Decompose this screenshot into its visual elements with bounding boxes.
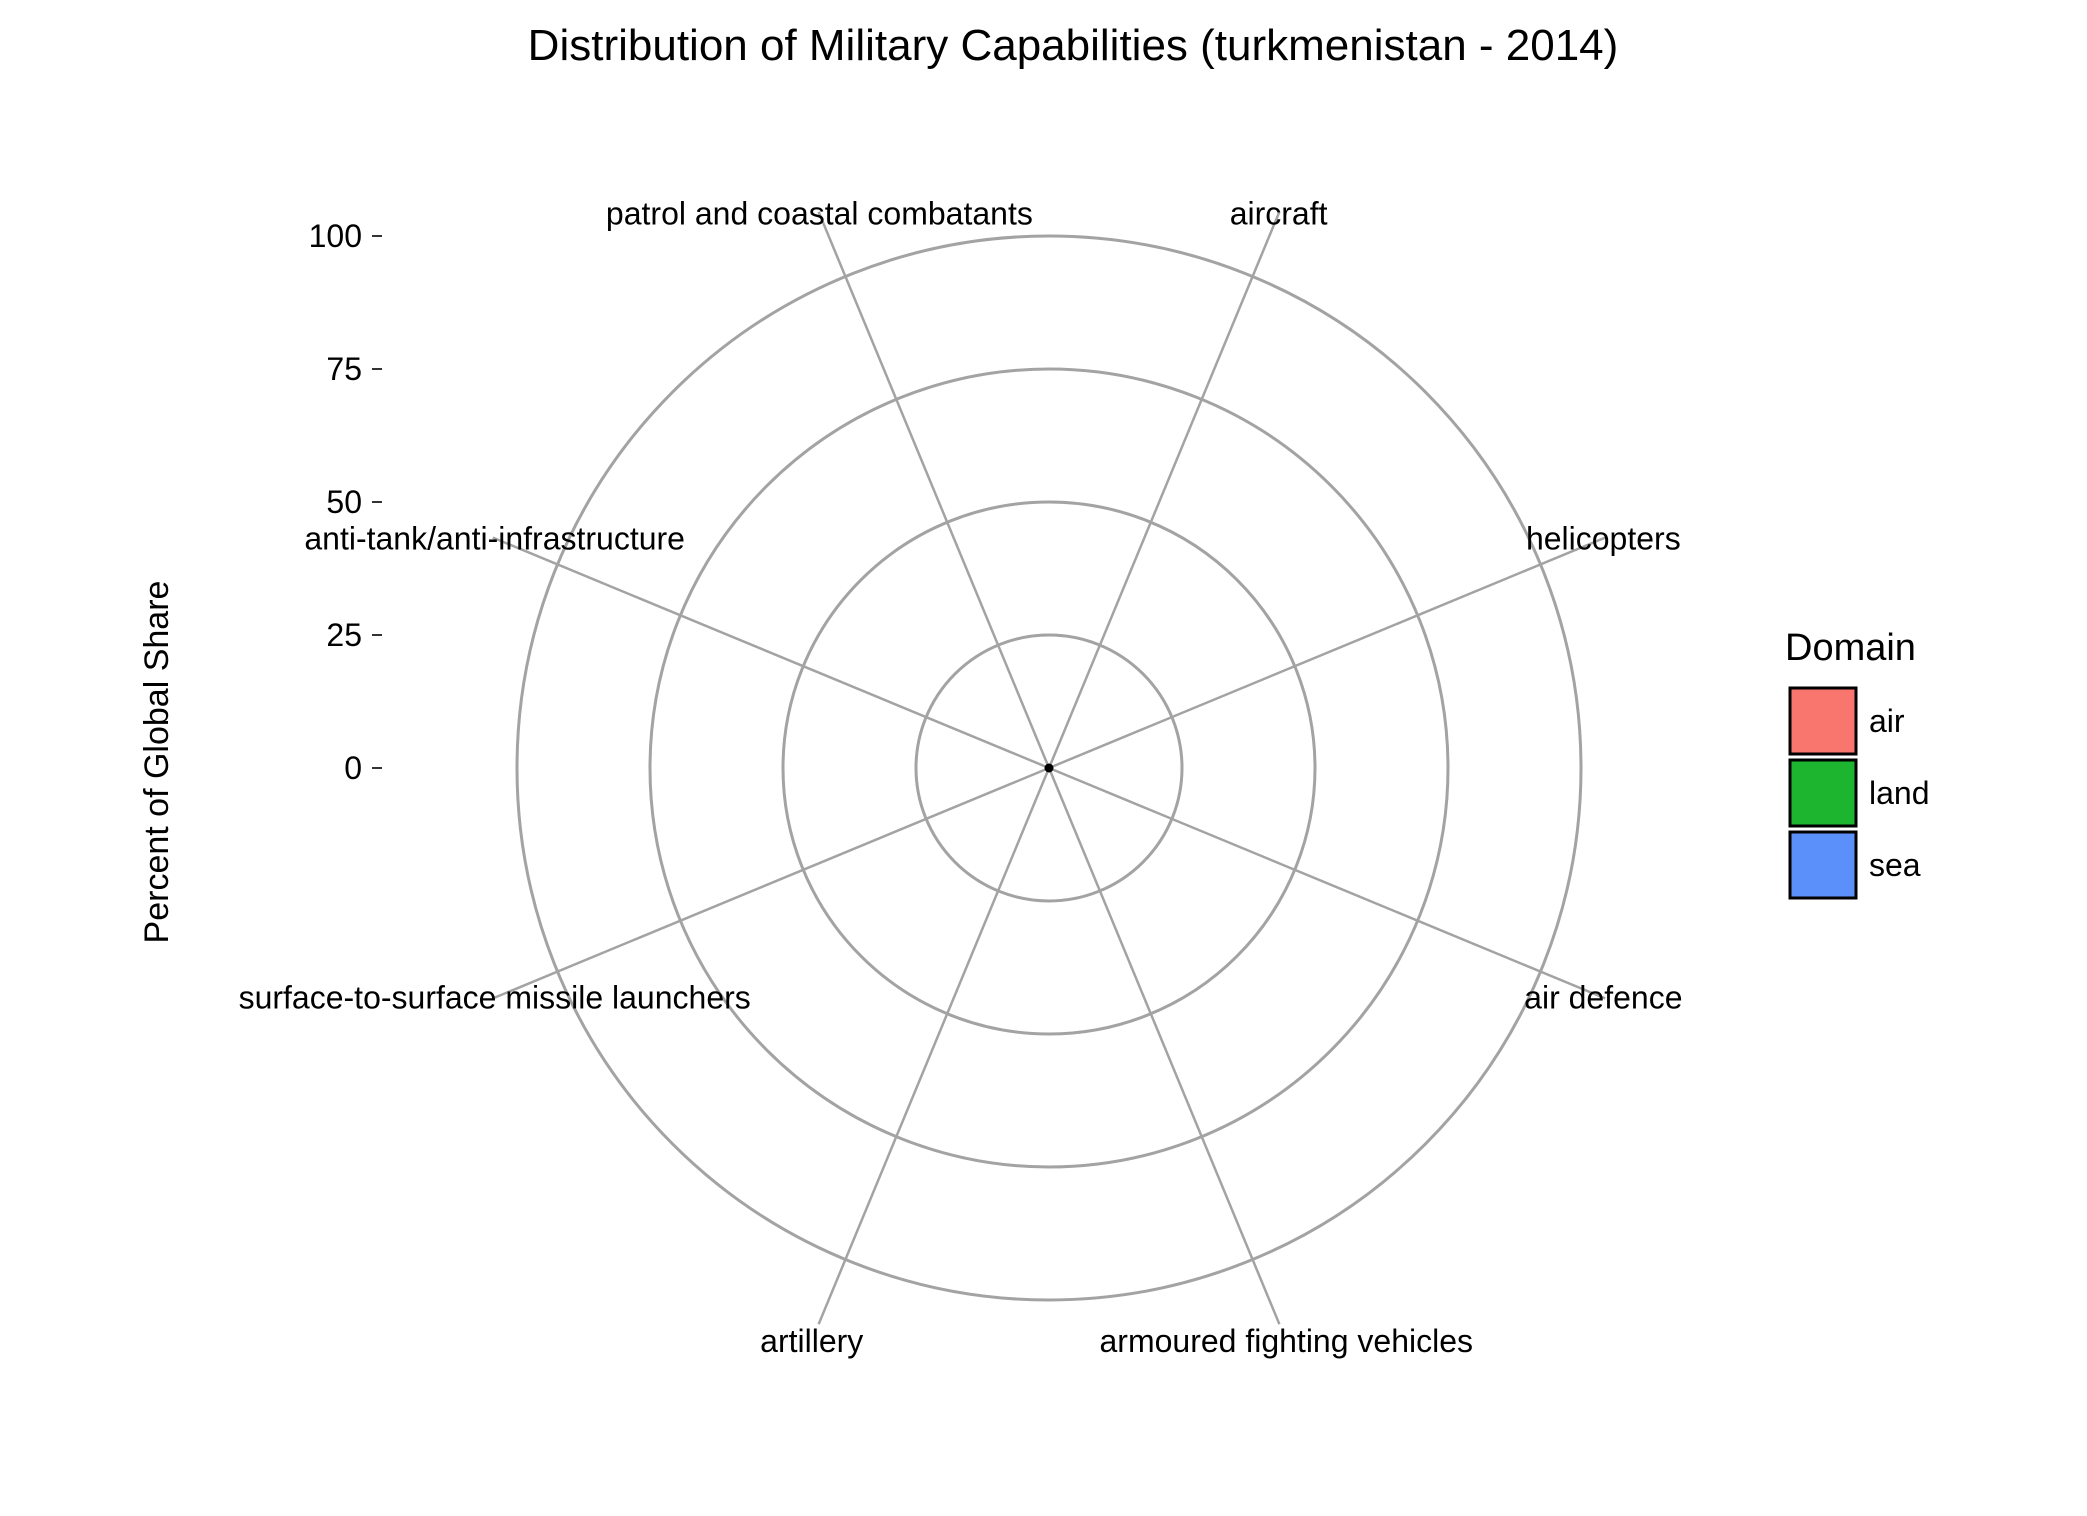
chart-title: Distribution of Military Capabilities (t… — [528, 21, 1619, 70]
spoke-4 — [817, 767, 1051, 1325]
legend-label-sea: sea — [1869, 847, 1921, 883]
y-axis-label: Percent of Global Share — [138, 581, 176, 944]
legend-key-land — [1788, 758, 1858, 828]
grid-circle-75 — [648, 367, 1450, 1169]
grid-circle-100 — [515, 234, 1583, 1302]
spoke-7 — [817, 211, 1051, 769]
bars — [1044, 763, 1054, 773]
category-label-4: artillery — [760, 1323, 863, 1359]
legend-label-land: land — [1869, 775, 1930, 811]
spoke-5 — [492, 766, 1050, 1000]
category-label-1: helicopters — [1526, 520, 1681, 556]
spoke-1 — [1048, 536, 1606, 770]
y-tick-label-50: 50 — [326, 484, 362, 520]
category-label-6: anti-tank/anti-infrastructure — [304, 520, 685, 556]
spoke-3 — [1047, 767, 1281, 1325]
category-labels: aircraft helicopters air defence armoured f… — [239, 196, 1683, 1359]
category-label-0: aircraft — [1230, 196, 1328, 232]
legend-key-air — [1788, 686, 1858, 756]
center-point — [1044, 763, 1054, 773]
legend-title: Domain — [1785, 627, 1916, 669]
y-tick-label-0: 0 — [344, 750, 362, 786]
category-label-7: patrol and coastal combatants — [606, 196, 1033, 232]
category-label-2: air defence — [1524, 980, 1682, 1016]
y-tick-label-75: 75 — [326, 351, 362, 387]
legend-label-air: air — [1869, 703, 1905, 739]
spoke-2 — [1048, 766, 1606, 1000]
spoke-0 — [1047, 211, 1281, 769]
legend-key-sea — [1788, 830, 1858, 900]
legend: Domain air land sea — [1785, 627, 1930, 900]
grid-circle-50 — [781, 500, 1317, 1036]
category-label-3: armoured fighting vehicles — [1099, 1323, 1473, 1359]
category-label-5: surface-to-surface missile launchers — [239, 980, 751, 1016]
y-tick-label-25: 25 — [326, 617, 362, 653]
y-axis: 0 25 50 75 100 — [309, 218, 382, 786]
spoke-6 — [492, 536, 1050, 770]
polar-grid — [515, 234, 1583, 1302]
grid-circle-25 — [914, 633, 1184, 903]
y-tick-label-100: 100 — [309, 218, 362, 254]
category-spokes — [492, 211, 1606, 1325]
